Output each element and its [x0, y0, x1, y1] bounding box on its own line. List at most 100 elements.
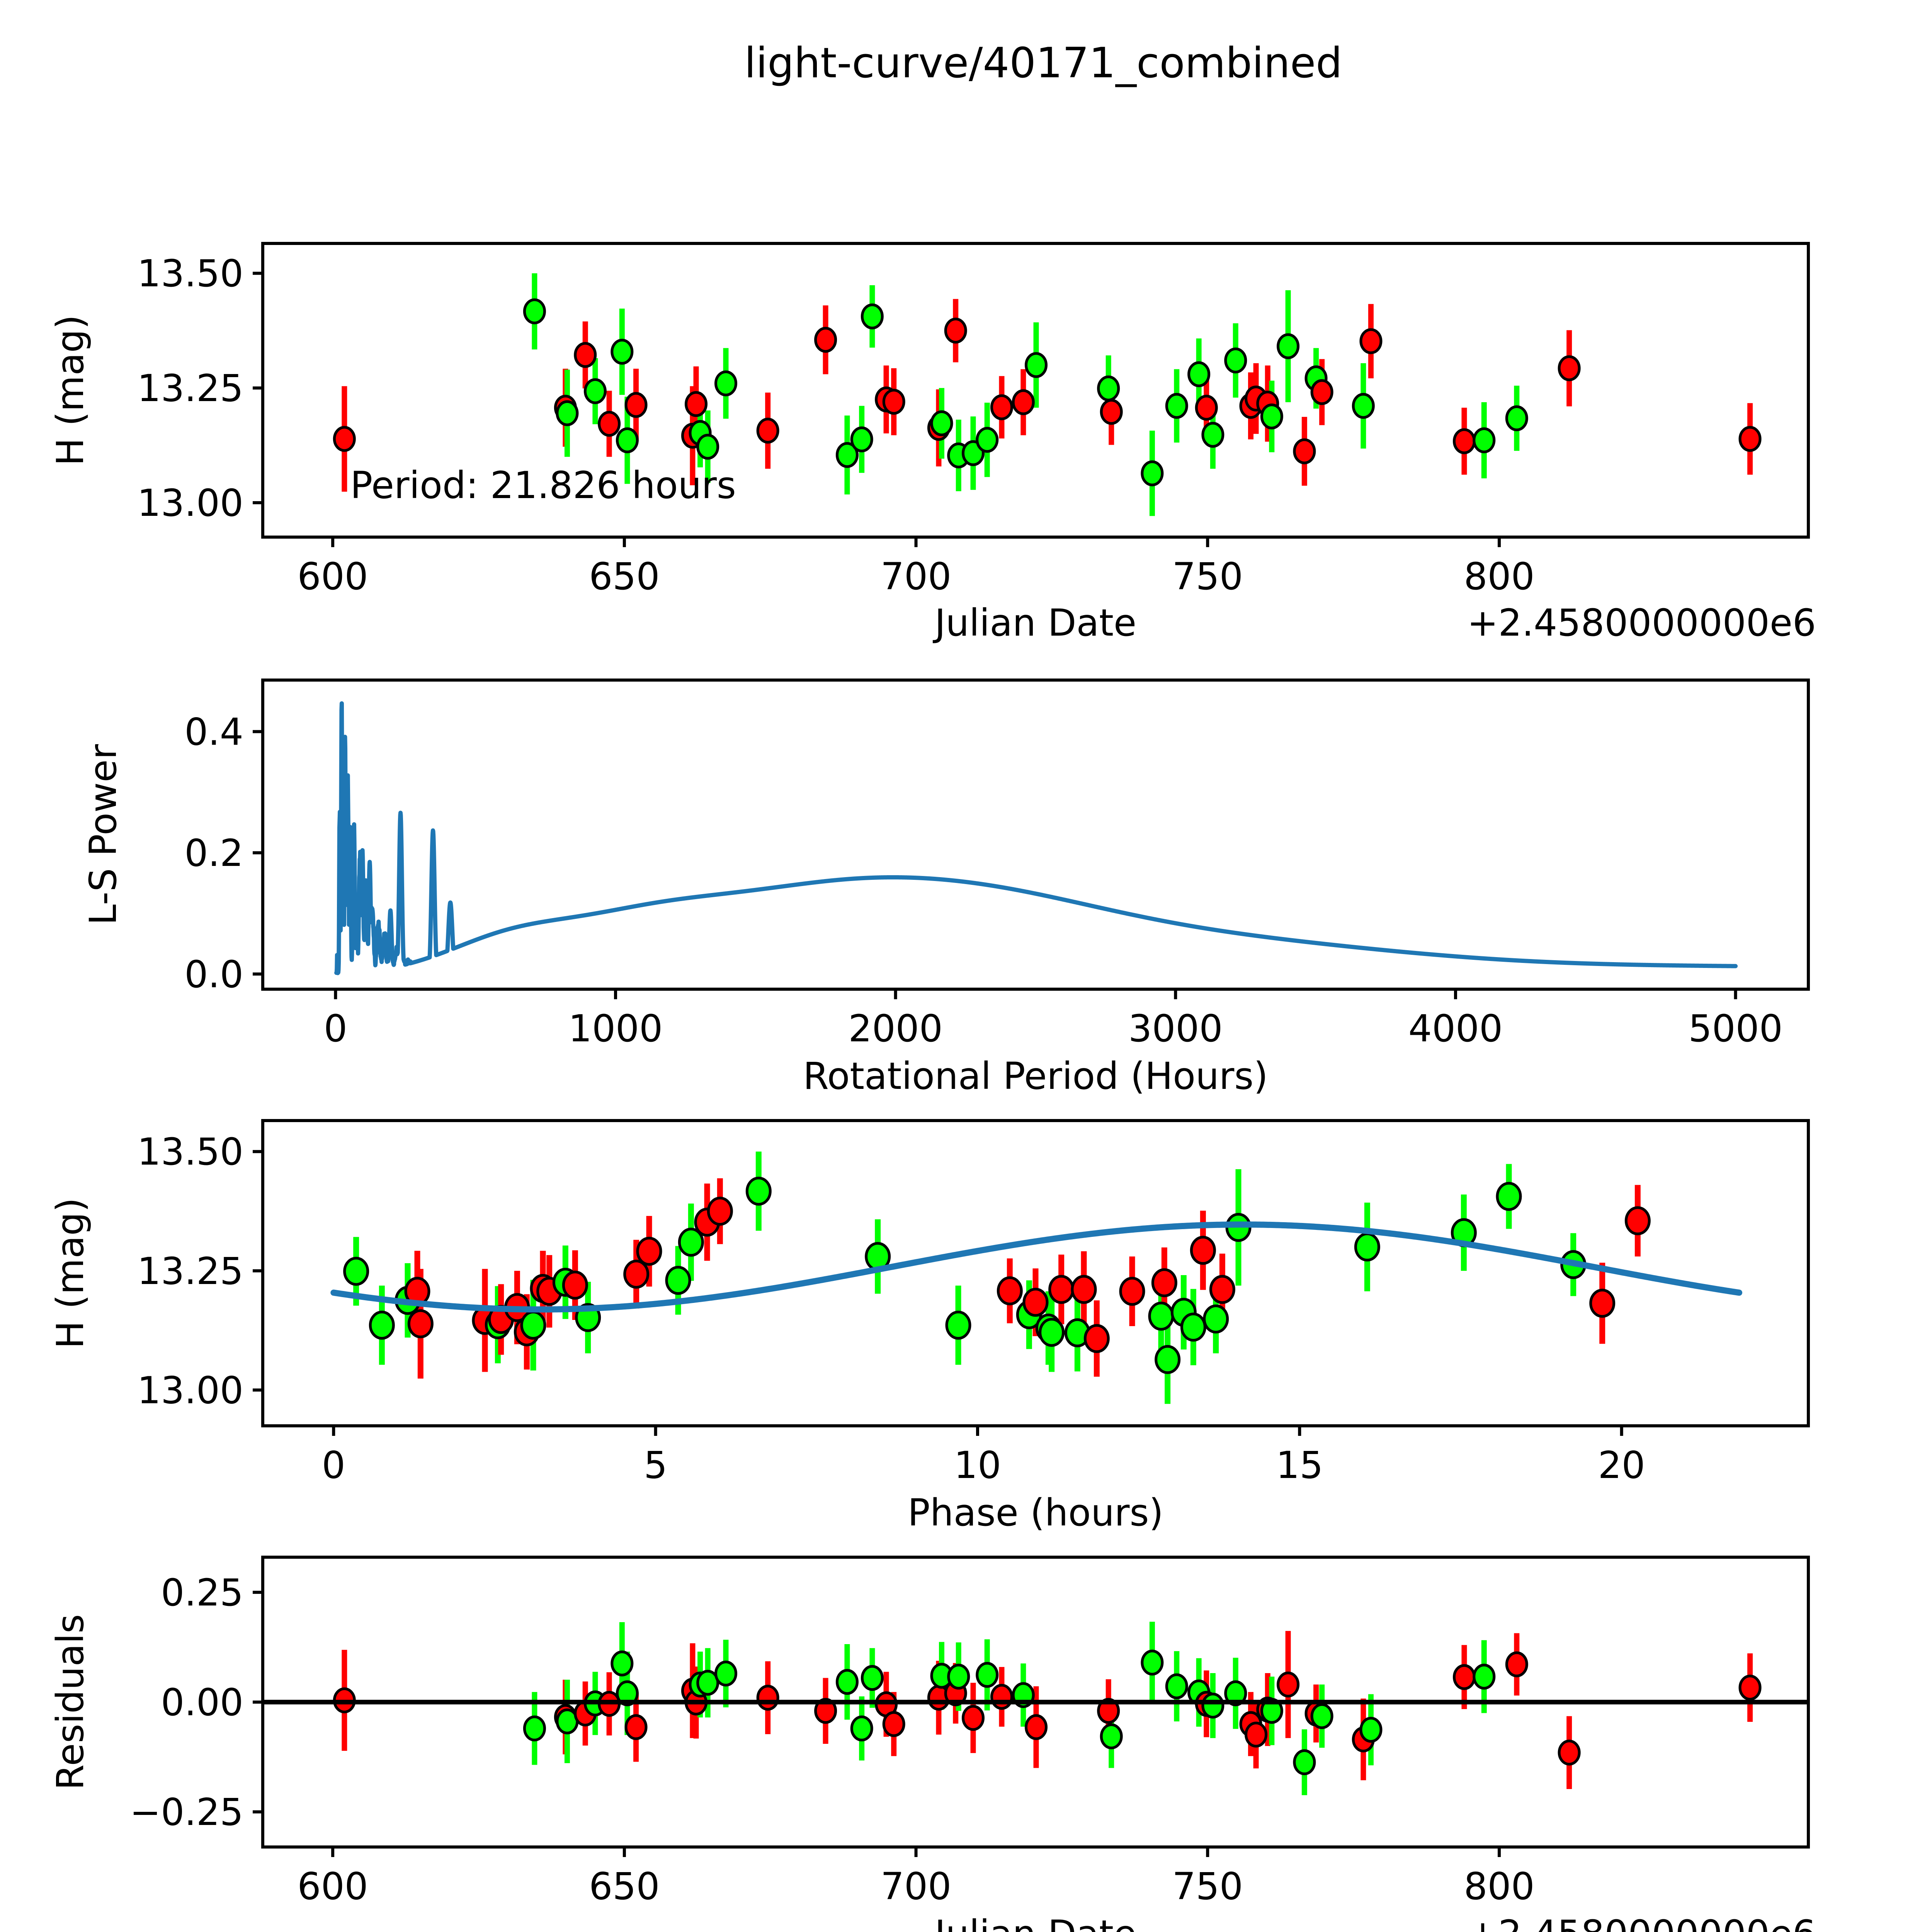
data-point-marker [1190, 1236, 1216, 1265]
data-point-marker [343, 1257, 369, 1286]
data-point-marker [556, 400, 579, 426]
data-point-marker [1245, 1721, 1268, 1748]
data-point-marker [1165, 393, 1188, 419]
data-point-marker [1738, 1675, 1762, 1701]
light-curve-y-axis-label: H (mag) [49, 315, 92, 466]
data-point-marker [1224, 1680, 1247, 1706]
data-point-marker [882, 389, 905, 415]
data-point-marker [1452, 428, 1476, 454]
y-tick-label: 13.50 [137, 252, 243, 295]
data-point-marker [1293, 1749, 1316, 1776]
data-point-marker [961, 1705, 985, 1731]
data-point-marker [1100, 399, 1123, 425]
y-tick-label: 0.2 [184, 832, 243, 875]
data-point-marker [1187, 361, 1211, 387]
data-point-marker [369, 1311, 395, 1340]
data-point-marker [1452, 1664, 1476, 1690]
data-point-marker [756, 418, 779, 444]
periodogram-y-tick-labels: 0.0 0.2 0.4 [184, 710, 243, 996]
data-point-marker [1141, 1650, 1164, 1676]
data-point-marker [1589, 1289, 1616, 1318]
x-tick-label: 1000 [568, 1007, 663, 1050]
data-point-marker [861, 303, 884, 330]
data-point-marker [523, 298, 546, 325]
data-point-marker [714, 370, 737, 396]
data-point-marker [945, 1311, 971, 1340]
data-point-marker [1260, 403, 1283, 430]
y-tick-label: 0.00 [161, 1681, 243, 1724]
data-point-marker [1201, 1692, 1225, 1719]
data-point-marker [1277, 1672, 1300, 1698]
data-point-marker [523, 1715, 546, 1742]
data-point-marker [636, 1236, 662, 1266]
data-point-marker [611, 1650, 634, 1677]
data-point-marker [814, 1698, 837, 1724]
periodogram-y-axis-label: L-S Power [82, 744, 125, 925]
data-point-marker [624, 1714, 648, 1740]
data-point-marker [665, 1266, 691, 1295]
data-point-marker [850, 1715, 873, 1742]
data-point-marker [1738, 426, 1762, 452]
y-tick-label: 0.4 [184, 710, 243, 753]
data-point-marker [1025, 352, 1048, 378]
x-tick-label: 0 [322, 1444, 345, 1487]
data-point-marker [997, 1276, 1023, 1306]
x-tick-label: 5000 [1688, 1007, 1782, 1050]
data-point-marker [835, 1669, 859, 1695]
data-point-marker [1505, 405, 1528, 431]
data-point-marker [1496, 1182, 1522, 1211]
data-point-marker [574, 342, 597, 368]
data-point-marker [1025, 1714, 1048, 1740]
light-curve-y-tick-labels: 13.00 13.25 13.50 [137, 252, 243, 525]
data-point-marker [990, 1684, 1013, 1710]
data-point-marker [1012, 389, 1035, 415]
data-point-marker [990, 394, 1013, 420]
data-point-marker [1209, 1275, 1235, 1304]
data-point-marker [707, 1197, 733, 1226]
periodogram-x-tick-labels: 0 1000 2000 3000 4000 5000 [324, 1007, 1783, 1050]
x-tick-label: 2000 [849, 1007, 943, 1050]
y-tick-label: 13.50 [137, 1130, 243, 1173]
data-point-marker [1359, 1717, 1383, 1743]
data-point-marker [583, 378, 607, 404]
data-point-marker [814, 327, 837, 353]
x-tick-label: 800 [1464, 555, 1534, 598]
panel-phase-folded: 0 5 10 15 20 13.00 13.25 13.50 H (mag) Phase (… [49, 1119, 1810, 1534]
data-point-marker [407, 1309, 434, 1338]
data-point-marker [1352, 393, 1375, 419]
panel-residuals: 600 650 700 750 800 −0.250.000.25 Residuals … [49, 1556, 1816, 1932]
data-point-marker [947, 1663, 970, 1690]
phase-folded-tickmarks [253, 1150, 1623, 1436]
data-point-marker [1310, 379, 1333, 405]
residuals-x-offset-label: +2.4580000000e6 [1467, 1912, 1816, 1932]
phase-folded-y-axis-label: H (mag) [49, 1198, 92, 1349]
data-point-marker [976, 427, 999, 453]
data-point-marker [1310, 1703, 1333, 1729]
data-point-marker [1558, 355, 1581, 381]
data-point-marker [562, 1270, 588, 1300]
data-point-marker [1201, 422, 1225, 448]
y-tick-label: 13.00 [137, 481, 243, 525]
data-point-marker [976, 1662, 999, 1688]
data-point-marker [1097, 375, 1120, 401]
data-point-marker [1180, 1312, 1206, 1342]
x-tick-label: 600 [298, 555, 368, 598]
data-point-marker [1048, 1275, 1075, 1304]
period-annotation: Period: 21.826 hours [350, 464, 736, 507]
phase-folded-x-tick-labels: 0 5 10 15 20 [322, 1444, 1645, 1487]
data-point-marker [685, 391, 708, 417]
x-tick-label: 10 [954, 1444, 1001, 1487]
page-title: light-curve/40171_combined [744, 39, 1342, 87]
y-tick-label: −0.25 [130, 1791, 243, 1834]
data-point-marker [714, 1660, 737, 1687]
residuals-data-layer [333, 1622, 1762, 1795]
x-tick-label: 3000 [1128, 1007, 1223, 1050]
light-curve-x-axis-label: Julian Date [933, 601, 1136, 645]
data-point-marker [850, 426, 873, 452]
x-tick-label: 800 [1464, 1865, 1534, 1908]
data-point-marker [598, 411, 621, 437]
data-point-marker [1100, 1723, 1123, 1750]
panel-periodogram: 0 1000 2000 3000 4000 5000 0.0 0.2 0.4 L-S Powe… [82, 679, 1810, 1098]
data-point-marker [756, 1685, 779, 1711]
y-tick-label: 13.25 [137, 1250, 243, 1293]
